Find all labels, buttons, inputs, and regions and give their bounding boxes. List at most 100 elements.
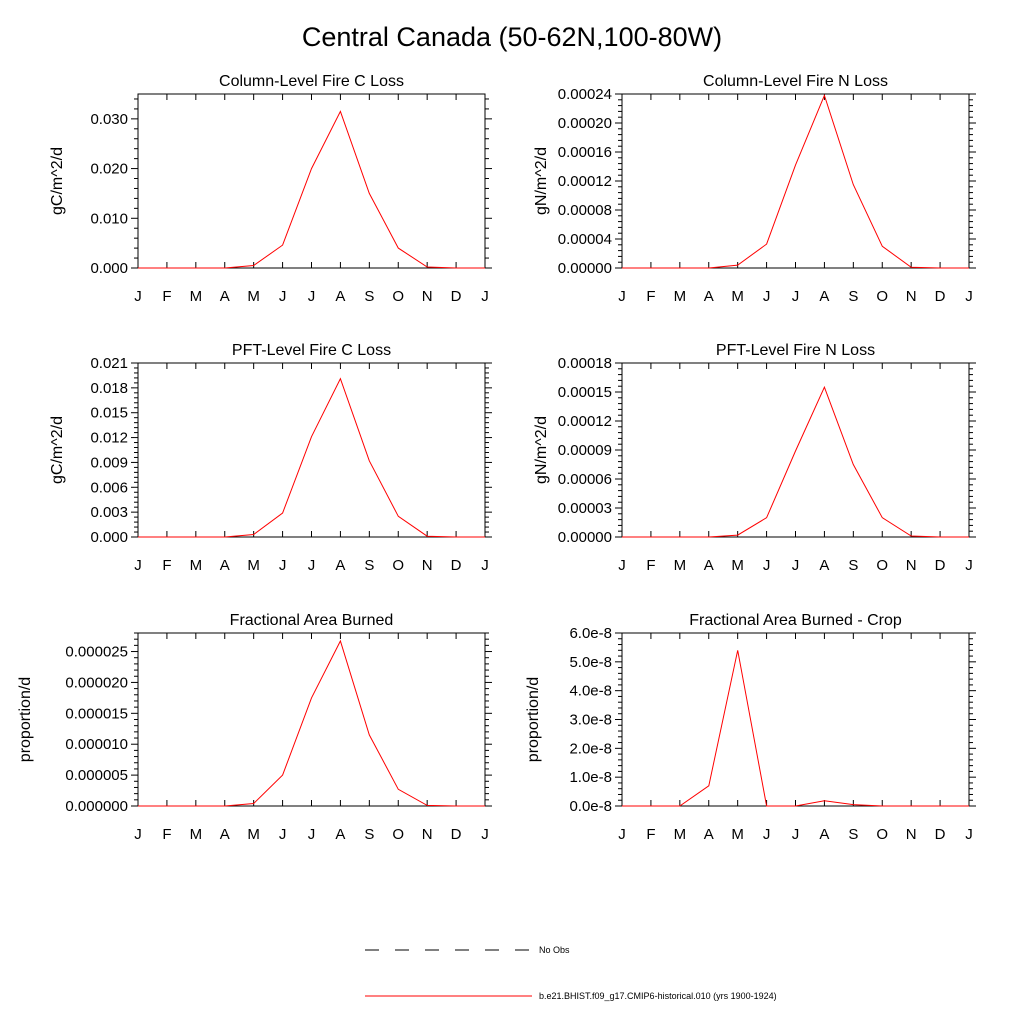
x-tick-label: O [392, 557, 404, 574]
panel-title: Fractional Area Burned - Crop [689, 612, 902, 629]
x-tick-label: D [935, 557, 946, 574]
y-tick-label: 3.0e-8 [569, 712, 612, 729]
x-tick-label: J [965, 826, 973, 843]
y-tick-label: 4.0e-8 [569, 683, 612, 700]
figure-title: Central Canada (50-62N,100-80W) [301, 22, 723, 52]
x-tick-label: J [279, 826, 287, 843]
x-tick-label: F [646, 826, 655, 843]
x-tick-label: M [674, 557, 687, 574]
x-tick-label: O [392, 288, 404, 305]
y-tick-label: 0.009 [90, 454, 128, 471]
x-tick-label: J [792, 288, 800, 305]
plot-frame [137, 93, 486, 269]
x-tick-label: O [876, 826, 888, 843]
x-tick-label: J [134, 288, 142, 305]
x-tick-label: M [674, 826, 687, 843]
y-tick-label: 0.00018 [558, 355, 612, 372]
x-tick-label: J [618, 288, 626, 305]
x-tick-label: A [704, 826, 714, 843]
x-tick-label: D [935, 288, 946, 305]
y-tick-label: 0.00024 [558, 86, 612, 103]
series-line [138, 639, 485, 807]
y-axis-label: gC/m^2/d [49, 416, 66, 484]
y-tick-label: 0.00020 [558, 115, 612, 132]
x-tick-label: A [335, 288, 345, 305]
panel-title: Fractional Area Burned [230, 612, 394, 629]
x-tick-label: J [481, 288, 489, 305]
x-tick-label: O [392, 826, 404, 843]
y-tick-label: 5.0e-8 [569, 654, 612, 671]
x-tick-label: M [247, 826, 260, 843]
y-axis-label: gN/m^2/d [533, 416, 550, 484]
y-tick-label: 0.00009 [558, 442, 612, 459]
x-tick-label: J [763, 288, 771, 305]
x-tick-label: F [162, 288, 171, 305]
x-tick-label: J [792, 557, 800, 574]
x-tick-label: M [190, 826, 203, 843]
x-tick-label: M [190, 288, 203, 305]
y-tick-label: 0.000 [90, 260, 128, 277]
y-tick-label: 0.012 [90, 430, 128, 447]
x-tick-label: M [731, 288, 744, 305]
x-tick-label: J [792, 826, 800, 843]
y-tick-label: 0.00003 [558, 500, 612, 517]
y-tick-label: 0.000020 [65, 674, 128, 691]
y-tick-label: 0.00000 [558, 529, 612, 546]
x-tick-label: J [481, 826, 489, 843]
x-tick-label: S [364, 557, 374, 574]
legend: No Obs b.e21.BHIST.f09_g17.CMIP6-historic… [365, 945, 777, 1001]
x-tick-label: N [422, 557, 433, 574]
x-tick-label: N [906, 826, 917, 843]
y-tick-label: 0.021 [90, 355, 128, 372]
chart-panel-6: Fractional Area Burned - Crop proportion/… [525, 612, 976, 843]
y-tick-label: 6.0e-8 [569, 625, 612, 642]
y-tick-label: 0.00008 [558, 202, 612, 219]
series-line [622, 93, 969, 269]
x-tick-label: A [335, 557, 345, 574]
x-tick-label: D [451, 826, 462, 843]
x-tick-label: J [308, 288, 316, 305]
y-tick-label: 0.00012 [558, 413, 612, 430]
y-tick-label: 0.00004 [558, 231, 612, 248]
x-tick-label: J [481, 557, 489, 574]
x-tick-label: O [876, 557, 888, 574]
x-tick-label: S [848, 557, 858, 574]
x-tick-label: J [279, 288, 287, 305]
x-tick-label: M [674, 288, 687, 305]
y-tick-label: 0.000005 [65, 767, 128, 784]
x-tick-label: A [220, 826, 230, 843]
y-axis-label: gN/m^2/d [533, 147, 550, 215]
y-tick-label: 0.000010 [65, 736, 128, 753]
x-tick-label: D [935, 826, 946, 843]
x-tick-label: J [308, 826, 316, 843]
x-tick-label: J [618, 557, 626, 574]
x-tick-label: A [335, 826, 345, 843]
x-tick-label: A [220, 288, 230, 305]
x-tick-label: N [422, 826, 433, 843]
panel-title: PFT-Level Fire N Loss [716, 342, 875, 359]
y-tick-label: 0.0e-8 [569, 798, 612, 815]
y-tick-label: 0.000000 [65, 798, 128, 815]
x-tick-label: J [965, 288, 973, 305]
x-tick-label: J [279, 557, 287, 574]
y-tick-label: 0.003 [90, 504, 128, 521]
x-tick-label: J [308, 557, 316, 574]
x-tick-label: M [731, 557, 744, 574]
x-tick-label: M [731, 826, 744, 843]
x-tick-label: D [451, 288, 462, 305]
y-tick-label: 0.000 [90, 529, 128, 546]
y-axis-label: gC/m^2/d [49, 147, 66, 215]
x-tick-label: J [134, 557, 142, 574]
y-tick-label: 0.006 [90, 479, 128, 496]
plot-frame [137, 362, 486, 538]
x-tick-label: A [819, 288, 829, 305]
legend-label-no-obs: No Obs [539, 945, 570, 955]
x-tick-label: A [819, 826, 829, 843]
series-line [138, 377, 485, 538]
